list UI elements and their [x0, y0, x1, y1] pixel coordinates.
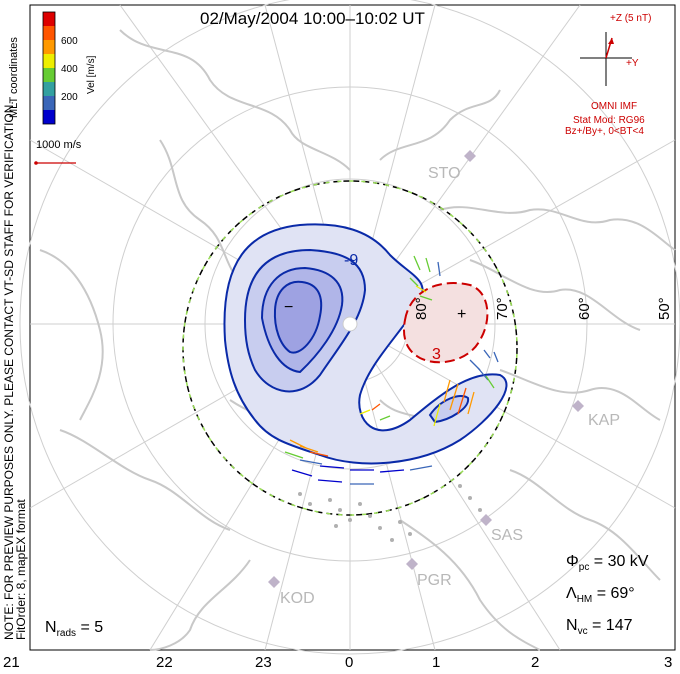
- mlt-label-3: 3: [664, 654, 673, 671]
- positive-contour-label: 3: [432, 346, 441, 363]
- hm-boundary-vectors: [182, 180, 518, 516]
- imf-source: OMNI IMF: [591, 101, 638, 112]
- coastlines: [39, 29, 676, 651]
- hm-latitude: ΛHM = 69°: [566, 585, 635, 605]
- station-markers: [268, 150, 584, 588]
- colorbar-tick-600: 600: [61, 36, 78, 47]
- imf-dial: [580, 32, 632, 86]
- colorbar-title: Vel [m/s]: [86, 55, 97, 94]
- imf-y-label: +Y: [626, 58, 639, 69]
- lat-label-80: 80°: [413, 297, 430, 320]
- lat-label-60: 60°: [576, 297, 593, 320]
- station-label-kap: KAP: [588, 412, 621, 429]
- lat-label-70: 70°: [494, 297, 511, 320]
- mlt-label-1: 1: [432, 654, 441, 671]
- vector-count: Nvc = 147: [566, 617, 633, 637]
- map-title: 02/May/2004 10:00–10:02 UT: [200, 9, 425, 28]
- cross-polar-potential: Φpc = 30 kV: [566, 553, 648, 573]
- mlt-label-21: 21: [3, 654, 20, 671]
- colorbar-tick-200: 200: [61, 92, 78, 103]
- positive-potential-cell: [402, 282, 489, 364]
- station-label-pgr: PGR: [417, 572, 452, 589]
- fit-order-note: FitOrder: 8, mapEX format: [14, 499, 28, 640]
- station-label-kod: KOD: [280, 590, 315, 607]
- reference-vector-label: 1000 m/s: [36, 139, 82, 151]
- potential-minimum-marker: −: [284, 299, 294, 316]
- radar-footprint-dots: [298, 484, 482, 542]
- potential-maximum-marker: +: [457, 306, 467, 323]
- plot-frame: [29, 4, 676, 651]
- phi-value: = 30 kV: [589, 553, 649, 570]
- velocity-vectors: [284, 255, 499, 485]
- lambda-subscript: HM: [576, 594, 593, 606]
- imf-z-label: +Z (5 nT): [610, 13, 652, 24]
- lambda-value: = 69°: [592, 585, 635, 602]
- radar-count: Nrads = 5: [45, 619, 103, 639]
- nrads-subscript: rads: [56, 628, 77, 640]
- reference-vector: [34, 161, 76, 165]
- station-label-sas: SAS: [491, 527, 524, 544]
- mlt-label-0: 0: [345, 654, 354, 671]
- pole-marker: [342, 316, 358, 332]
- mlt-label-2: 2: [531, 654, 540, 671]
- station-label-sto: STO: [428, 165, 461, 182]
- mlt-label-22: 22: [156, 654, 173, 671]
- colorbar: [42, 11, 56, 125]
- imf-model: Stat Mod: RG96: [573, 115, 645, 126]
- nrads-value: = 5: [76, 619, 104, 636]
- imf-condition: Bz+/By+, 0<BT<4: [565, 126, 644, 137]
- phi-subscript: pc: [578, 562, 590, 574]
- lambda-symbol: Λ: [566, 585, 577, 602]
- nvc-symbol: N: [566, 617, 578, 634]
- mlt-label-23: 23: [255, 654, 272, 671]
- coordinate-label: MLT coordinates: [8, 37, 20, 118]
- negative-contour-label: -9: [344, 252, 359, 269]
- nvc-subscript: vc: [577, 626, 588, 638]
- lat-label-50: 50°: [656, 297, 673, 320]
- colorbar-tick-400: 400: [61, 64, 78, 75]
- nrads-symbol: N: [45, 619, 57, 636]
- phi-symbol: Φ: [566, 553, 579, 570]
- nvc-value: = 147: [587, 617, 633, 634]
